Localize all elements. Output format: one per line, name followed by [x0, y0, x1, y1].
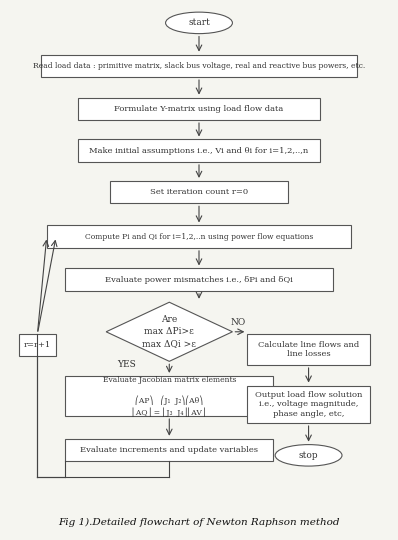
FancyBboxPatch shape: [247, 334, 370, 365]
Text: Output load flow solution
i.e., voltage magnitude,
phase angle, etc,: Output load flow solution i.e., voltage …: [255, 390, 362, 418]
FancyBboxPatch shape: [65, 268, 333, 291]
FancyBboxPatch shape: [65, 438, 273, 461]
Text: stop: stop: [299, 451, 318, 460]
FancyBboxPatch shape: [19, 334, 56, 356]
Polygon shape: [106, 302, 232, 361]
FancyBboxPatch shape: [247, 386, 370, 423]
Text: Evaluate increments and update variables: Evaluate increments and update variables: [80, 446, 258, 454]
Text: YES: YES: [117, 360, 136, 369]
Text: Read load data : primitive matrix, slack bus voltage, real and reactive bus powe: Read load data : primitive matrix, slack…: [33, 62, 365, 70]
FancyBboxPatch shape: [65, 376, 273, 416]
Text: Compute Pi and Qi for i=1,2,..n using power flow equations: Compute Pi and Qi for i=1,2,..n using po…: [85, 233, 313, 241]
FancyBboxPatch shape: [78, 139, 320, 162]
Text: r=r+1: r=r+1: [24, 341, 51, 349]
Text: Make initial assumptions i.e., Vi and θi for i=1,2,..,n: Make initial assumptions i.e., Vi and θi…: [90, 147, 308, 155]
Text: NO: NO: [230, 319, 246, 327]
FancyBboxPatch shape: [78, 98, 320, 120]
Text: Evaluate Jacobian matrix elements

⎛AP⎞   ⎛J₁  J₂⎞⎛Aθ⎞
⎜AQ⎟ = ⎜J₃  J₄⎟⎜AV⎟: Evaluate Jacobian matrix elements ⎛AP⎞ ⎛…: [103, 375, 236, 417]
FancyBboxPatch shape: [110, 181, 288, 204]
Text: Set iteration count r=0: Set iteration count r=0: [150, 188, 248, 196]
Text: Evaluate power mismatches i.e., δPi and δQi: Evaluate power mismatches i.e., δPi and …: [105, 276, 293, 284]
Text: Fig 1).Detailed flowchart of Newton Raphson method: Fig 1).Detailed flowchart of Newton Raph…: [58, 518, 340, 527]
Text: Calculate line flows and
line losses: Calculate line flows and line losses: [258, 341, 359, 359]
Text: Formulate Y-matrix using load flow data: Formulate Y-matrix using load flow data: [114, 105, 284, 113]
Ellipse shape: [166, 12, 232, 33]
Text: start: start: [188, 18, 210, 28]
FancyBboxPatch shape: [41, 55, 357, 77]
FancyBboxPatch shape: [47, 225, 351, 248]
Text: Are
max ΔPi>ε
max ΔQi >ε: Are max ΔPi>ε max ΔQi >ε: [142, 315, 196, 348]
Ellipse shape: [275, 444, 342, 466]
